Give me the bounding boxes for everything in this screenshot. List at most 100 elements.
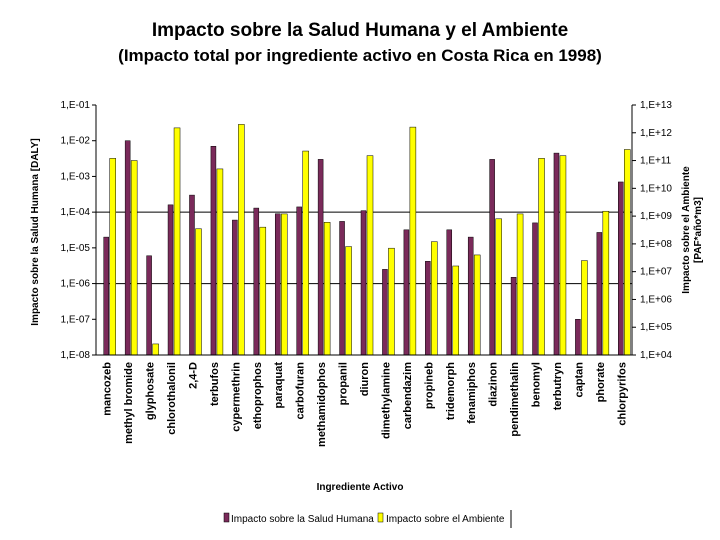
left-tick-labels: 1,E-08 1,E-07 1,E-06 1,E-05 1,E-04 1,E-03 1,E-… bbox=[61, 100, 96, 361]
left-tick-label: 1,E-04 bbox=[61, 207, 91, 218]
bar-salud-4 bbox=[189, 194, 195, 356]
bar-salud-10 bbox=[317, 159, 324, 356]
category-label: pendimethalin bbox=[509, 362, 521, 437]
category-label: cypermethrin bbox=[230, 362, 242, 432]
bar-salud-9 bbox=[296, 206, 302, 356]
category-label: methamidophos bbox=[316, 362, 328, 447]
category-label: dimethylamine bbox=[380, 362, 392, 439]
right-tick-label: 1,E+09 bbox=[640, 211, 672, 222]
bar-salud-1 bbox=[124, 140, 131, 356]
bar-salud-8 bbox=[274, 213, 281, 356]
bar-ambiente-20 bbox=[538, 158, 545, 356]
bar-salud-14 bbox=[403, 229, 410, 356]
bars bbox=[103, 124, 631, 356]
category-labels: mancozeb methyl bromide glyphosate chloroth… bbox=[102, 362, 629, 447]
bar-ambiente-21 bbox=[559, 155, 567, 356]
bar-ambiente-0 bbox=[109, 158, 116, 356]
left-tick-label: 1,E-01 bbox=[61, 100, 91, 111]
category-label: captan bbox=[573, 362, 585, 398]
y-axis-label-right-line1: Impacto sobre el Ambiente bbox=[681, 166, 692, 294]
right-tick-label: 1,E+07 bbox=[640, 267, 672, 278]
bar-ambiente-17 bbox=[473, 254, 481, 356]
category-label: carbofuran bbox=[295, 362, 307, 420]
bar-ambiente-19 bbox=[516, 213, 524, 356]
chart-subtitle: (Impacto total por ingrediente activo en… bbox=[118, 46, 602, 65]
left-tick-label: 1,E-06 bbox=[61, 279, 91, 290]
left-tick-label: 1,E-03 bbox=[61, 171, 91, 182]
category-label: diuron bbox=[359, 362, 371, 396]
bar-ambiente-5 bbox=[216, 168, 224, 356]
category-label: terbutryn bbox=[552, 362, 564, 411]
legend-swatch-ambiente bbox=[377, 512, 384, 523]
bar-ambiente-13 bbox=[388, 247, 395, 356]
category-label: carbendazim bbox=[402, 362, 414, 429]
category-label: terbufos bbox=[209, 362, 221, 406]
legend-label-salud: Impacto sobre la Salud Humana bbox=[231, 514, 374, 525]
bar-salud-5 bbox=[210, 145, 217, 356]
right-tick-label: 1,E+12 bbox=[640, 128, 672, 139]
bar-salud-19 bbox=[510, 277, 517, 356]
bar-ambiente-18 bbox=[495, 218, 502, 356]
bar-salud-23 bbox=[596, 232, 603, 356]
right-tick-label: 1,E+08 bbox=[640, 239, 672, 250]
bar-ambiente-14 bbox=[409, 126, 417, 356]
left-tick-label: 1,E-02 bbox=[61, 136, 91, 147]
category-label: methyl bromide bbox=[123, 362, 135, 444]
x-axis-label: Ingrediente Activo bbox=[317, 482, 404, 493]
bar-ambiente-3 bbox=[173, 127, 181, 356]
bar-salud-18 bbox=[489, 159, 495, 356]
bar-salud-7 bbox=[253, 207, 260, 356]
bar-ambiente-9 bbox=[302, 150, 309, 356]
bar-ambiente-24 bbox=[624, 149, 631, 356]
bar-ambiente-4 bbox=[195, 228, 202, 356]
right-tick-labels: 1,E+04 1,E+05 1,E+06 1,E+07 1,E+08 1,E+09 1,E+… bbox=[632, 100, 672, 361]
bar-ambiente-11 bbox=[345, 246, 352, 356]
bar-salud-2 bbox=[146, 255, 152, 356]
legend-swatch-salud bbox=[223, 512, 230, 523]
category-label: tridemorph bbox=[445, 362, 457, 420]
category-label: propanil bbox=[338, 362, 350, 405]
bar-ambiente-15 bbox=[431, 241, 438, 356]
bar-ambiente-16 bbox=[452, 265, 460, 356]
category-label: propineb bbox=[423, 362, 435, 409]
category-label: ethoprophos bbox=[252, 362, 264, 429]
bar-salud-15 bbox=[425, 261, 431, 356]
category-label: mancozeb bbox=[102, 362, 114, 416]
axes bbox=[95, 105, 633, 356]
bar-salud-0 bbox=[103, 236, 109, 356]
bar-ambiente-1 bbox=[130, 160, 138, 356]
left-tick-label: 1,E-05 bbox=[61, 243, 91, 254]
category-label: paraquat bbox=[273, 362, 285, 409]
bar-salud-6 bbox=[232, 219, 238, 356]
category-label: fenamiphos bbox=[466, 362, 478, 424]
legend-label-ambiente: Impacto sobre el Ambiente bbox=[386, 514, 505, 525]
right-tick-label: 1,E+10 bbox=[640, 183, 672, 194]
right-tick-label: 1,E+04 bbox=[640, 350, 672, 361]
bar-ambiente-12 bbox=[366, 155, 374, 356]
category-label: diazinon bbox=[488, 362, 500, 407]
right-tick-label: 1,E+05 bbox=[640, 322, 672, 333]
bar-salud-3 bbox=[167, 204, 174, 356]
bar-salud-17 bbox=[467, 236, 474, 356]
category-label: benomyl bbox=[531, 362, 543, 407]
bar-salud-22 bbox=[575, 319, 581, 356]
chart-title: Impacto sobre la Salud Humana y el Ambie… bbox=[151, 20, 569, 41]
bar-ambiente-7 bbox=[259, 226, 267, 356]
right-tick-label: 1,E+13 bbox=[640, 100, 672, 111]
bar-ambiente-10 bbox=[323, 222, 331, 356]
bar-salud-21 bbox=[553, 152, 560, 356]
y-axis-label-right-line2: [PAF*año*m3] bbox=[693, 197, 704, 263]
y-axis-label-left: Impacto sobre la Salud Humana [DALY] bbox=[30, 138, 41, 325]
bar-salud-16 bbox=[446, 229, 453, 356]
right-tick-label: 1,E+06 bbox=[640, 294, 672, 305]
bar-ambiente-23 bbox=[602, 210, 610, 356]
bar-ambiente-8 bbox=[280, 213, 288, 356]
category-label: glyphosate bbox=[145, 362, 157, 420]
bar-salud-24 bbox=[618, 181, 624, 356]
category-label: phorate bbox=[595, 362, 607, 402]
left-tick-label: 1,E-08 bbox=[61, 350, 91, 361]
category-label: chlorothalonil bbox=[166, 362, 178, 435]
category-label: chlorpyrifos bbox=[616, 362, 628, 426]
bar-salud-13 bbox=[382, 269, 388, 356]
